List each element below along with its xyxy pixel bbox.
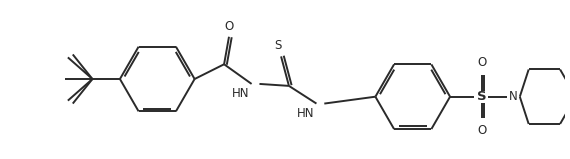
Text: O: O bbox=[225, 20, 234, 33]
Text: O: O bbox=[477, 124, 486, 137]
Text: N: N bbox=[508, 90, 518, 103]
Text: S: S bbox=[477, 90, 486, 103]
Text: HN: HN bbox=[232, 87, 250, 100]
Text: S: S bbox=[274, 39, 282, 52]
Text: O: O bbox=[477, 56, 486, 69]
Text: HN: HN bbox=[297, 107, 315, 120]
